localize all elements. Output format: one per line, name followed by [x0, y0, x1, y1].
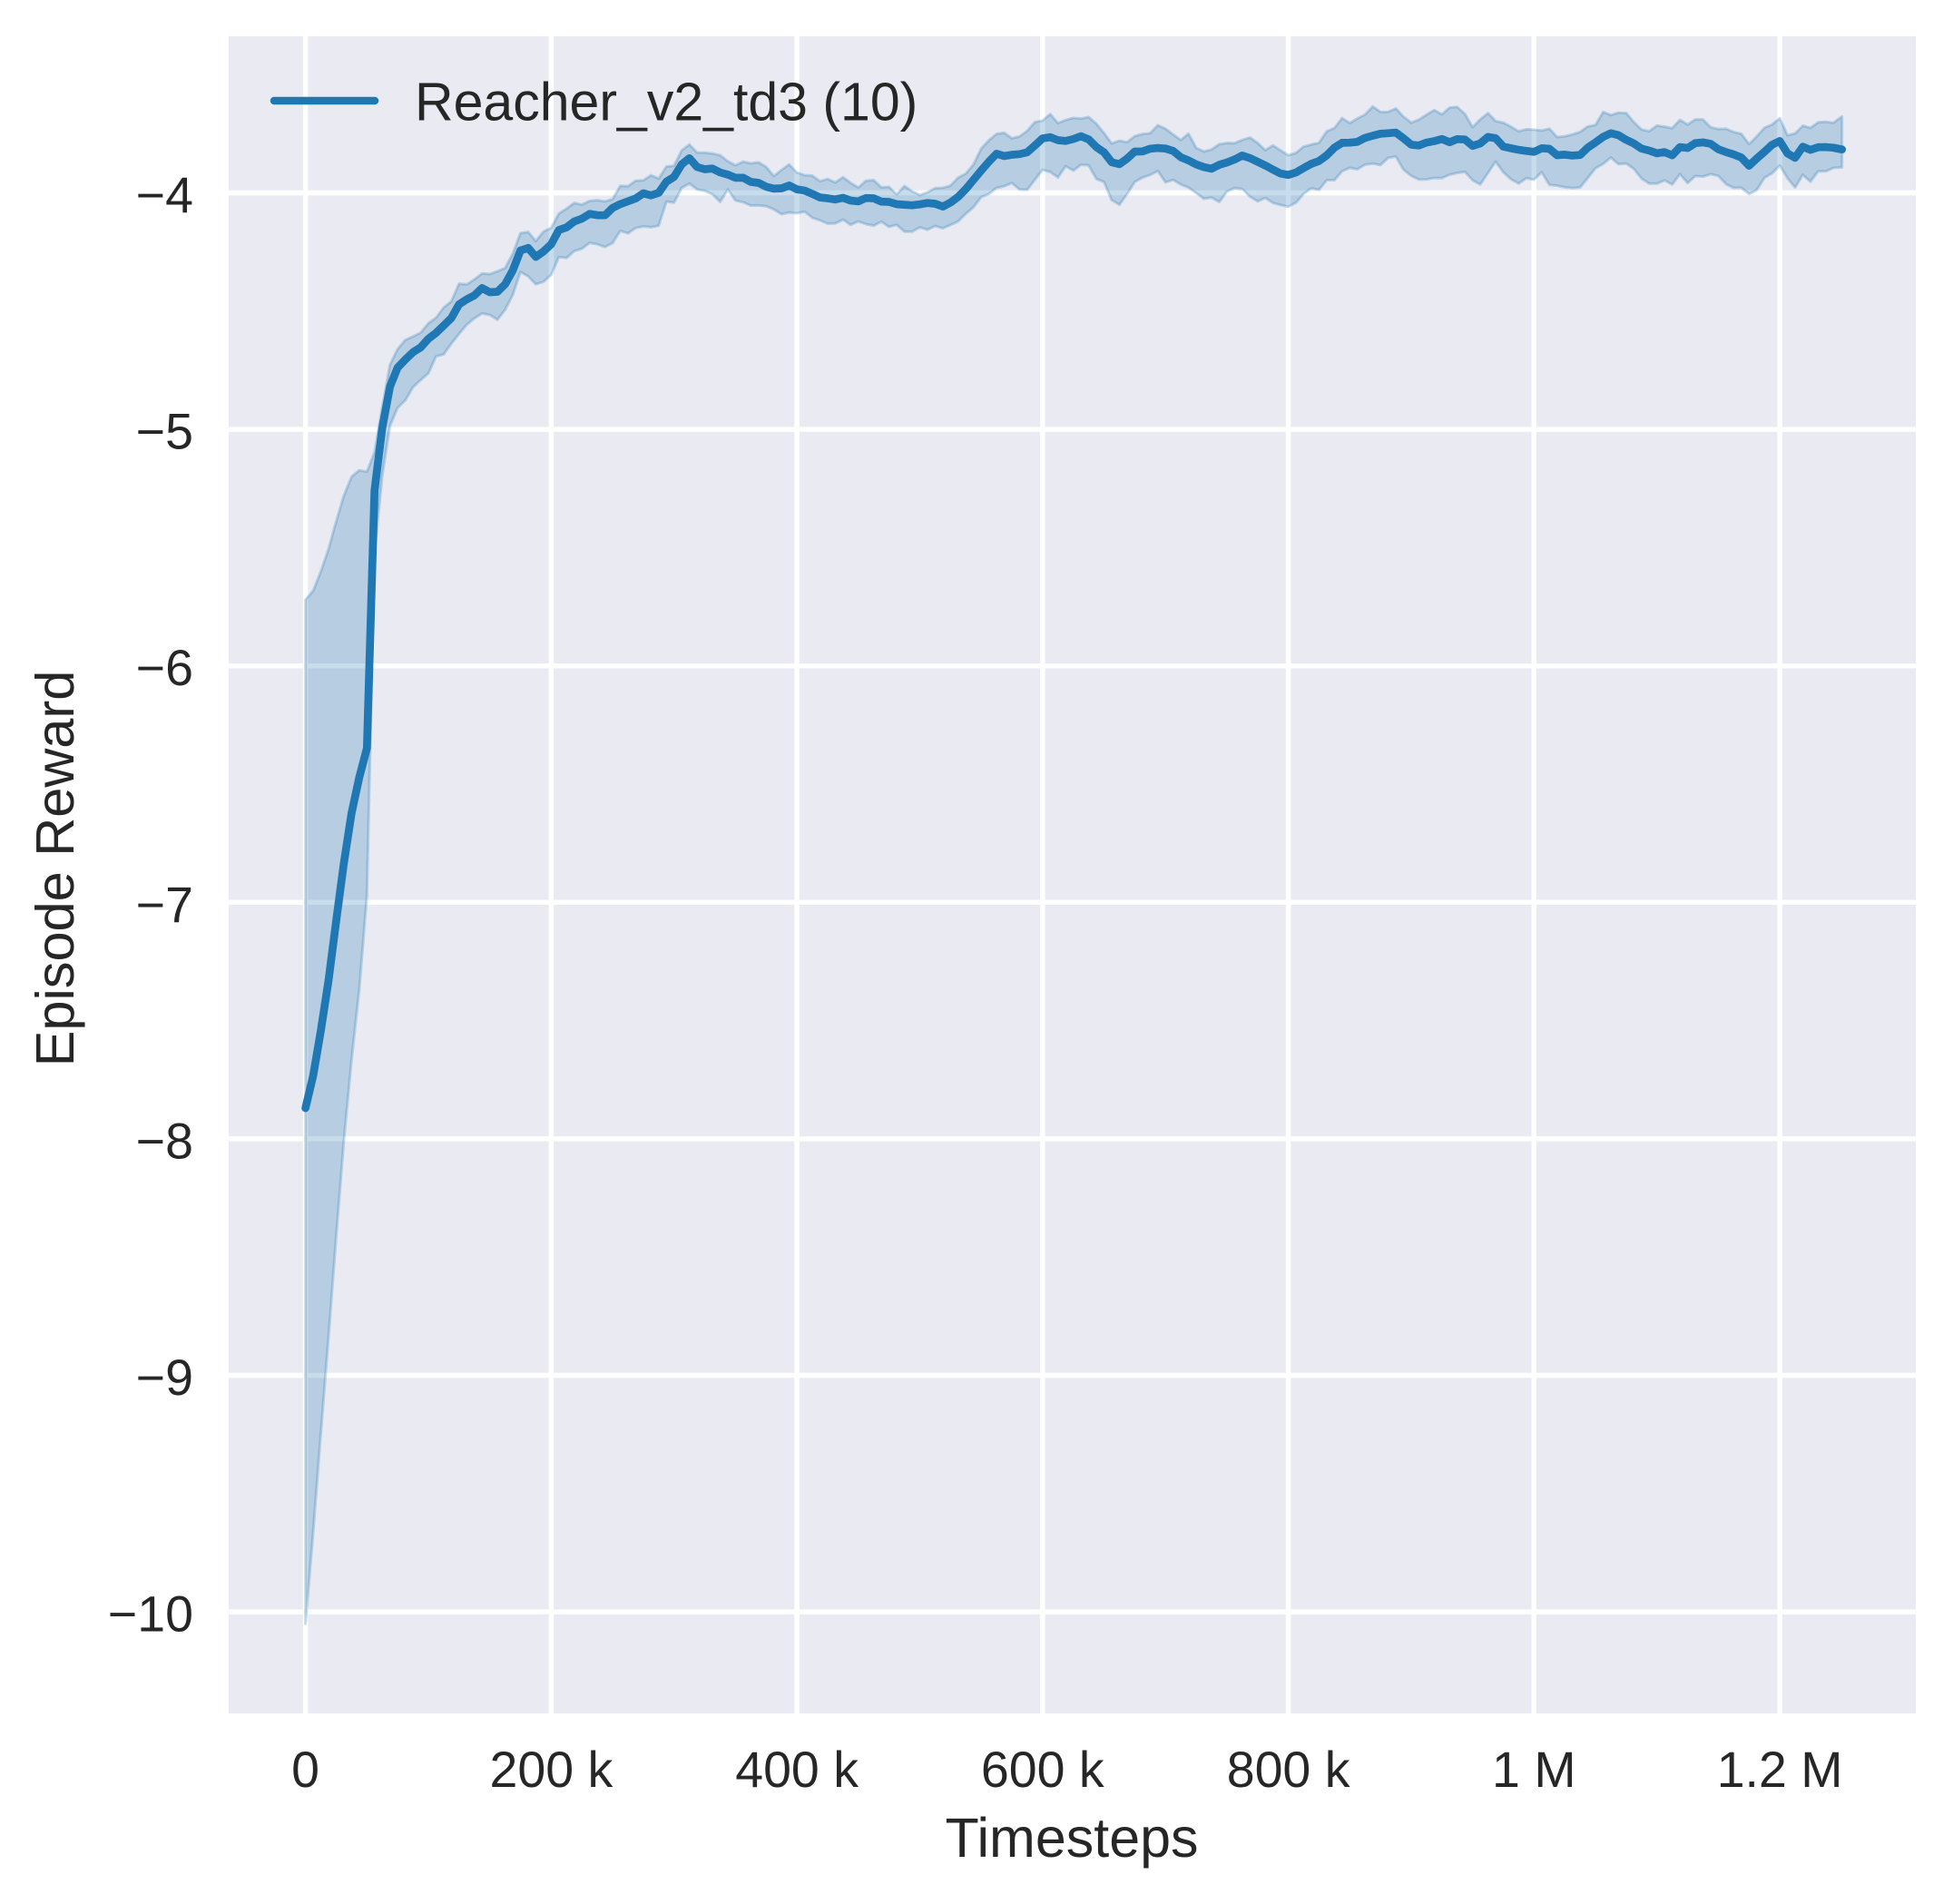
svg-text:−5: −5	[136, 404, 193, 460]
svg-text:1 M: 1 M	[1492, 1742, 1576, 1798]
svg-text:−9: −9	[136, 1349, 193, 1406]
svg-text:−10: −10	[108, 1586, 193, 1643]
svg-text:800 k: 800 k	[1227, 1742, 1350, 1798]
svg-text:−4: −4	[136, 167, 193, 223]
svg-text:Timesteps: Timesteps	[945, 1807, 1198, 1869]
svg-text:400 k: 400 k	[735, 1742, 859, 1798]
svg-text:1.2 M: 1.2 M	[1717, 1742, 1843, 1798]
svg-text:−7: −7	[136, 877, 193, 933]
svg-text:200 k: 200 k	[490, 1742, 613, 1798]
svg-text:600 k: 600 k	[981, 1742, 1104, 1798]
svg-text:0: 0	[291, 1742, 319, 1798]
svg-text:−6: −6	[136, 640, 193, 696]
svg-text:−8: −8	[136, 1113, 193, 1169]
svg-text:Reacher_v2_td3 (10): Reacher_v2_td3 (10)	[415, 73, 918, 132]
svg-text:Episode Reward: Episode Reward	[25, 671, 85, 1067]
